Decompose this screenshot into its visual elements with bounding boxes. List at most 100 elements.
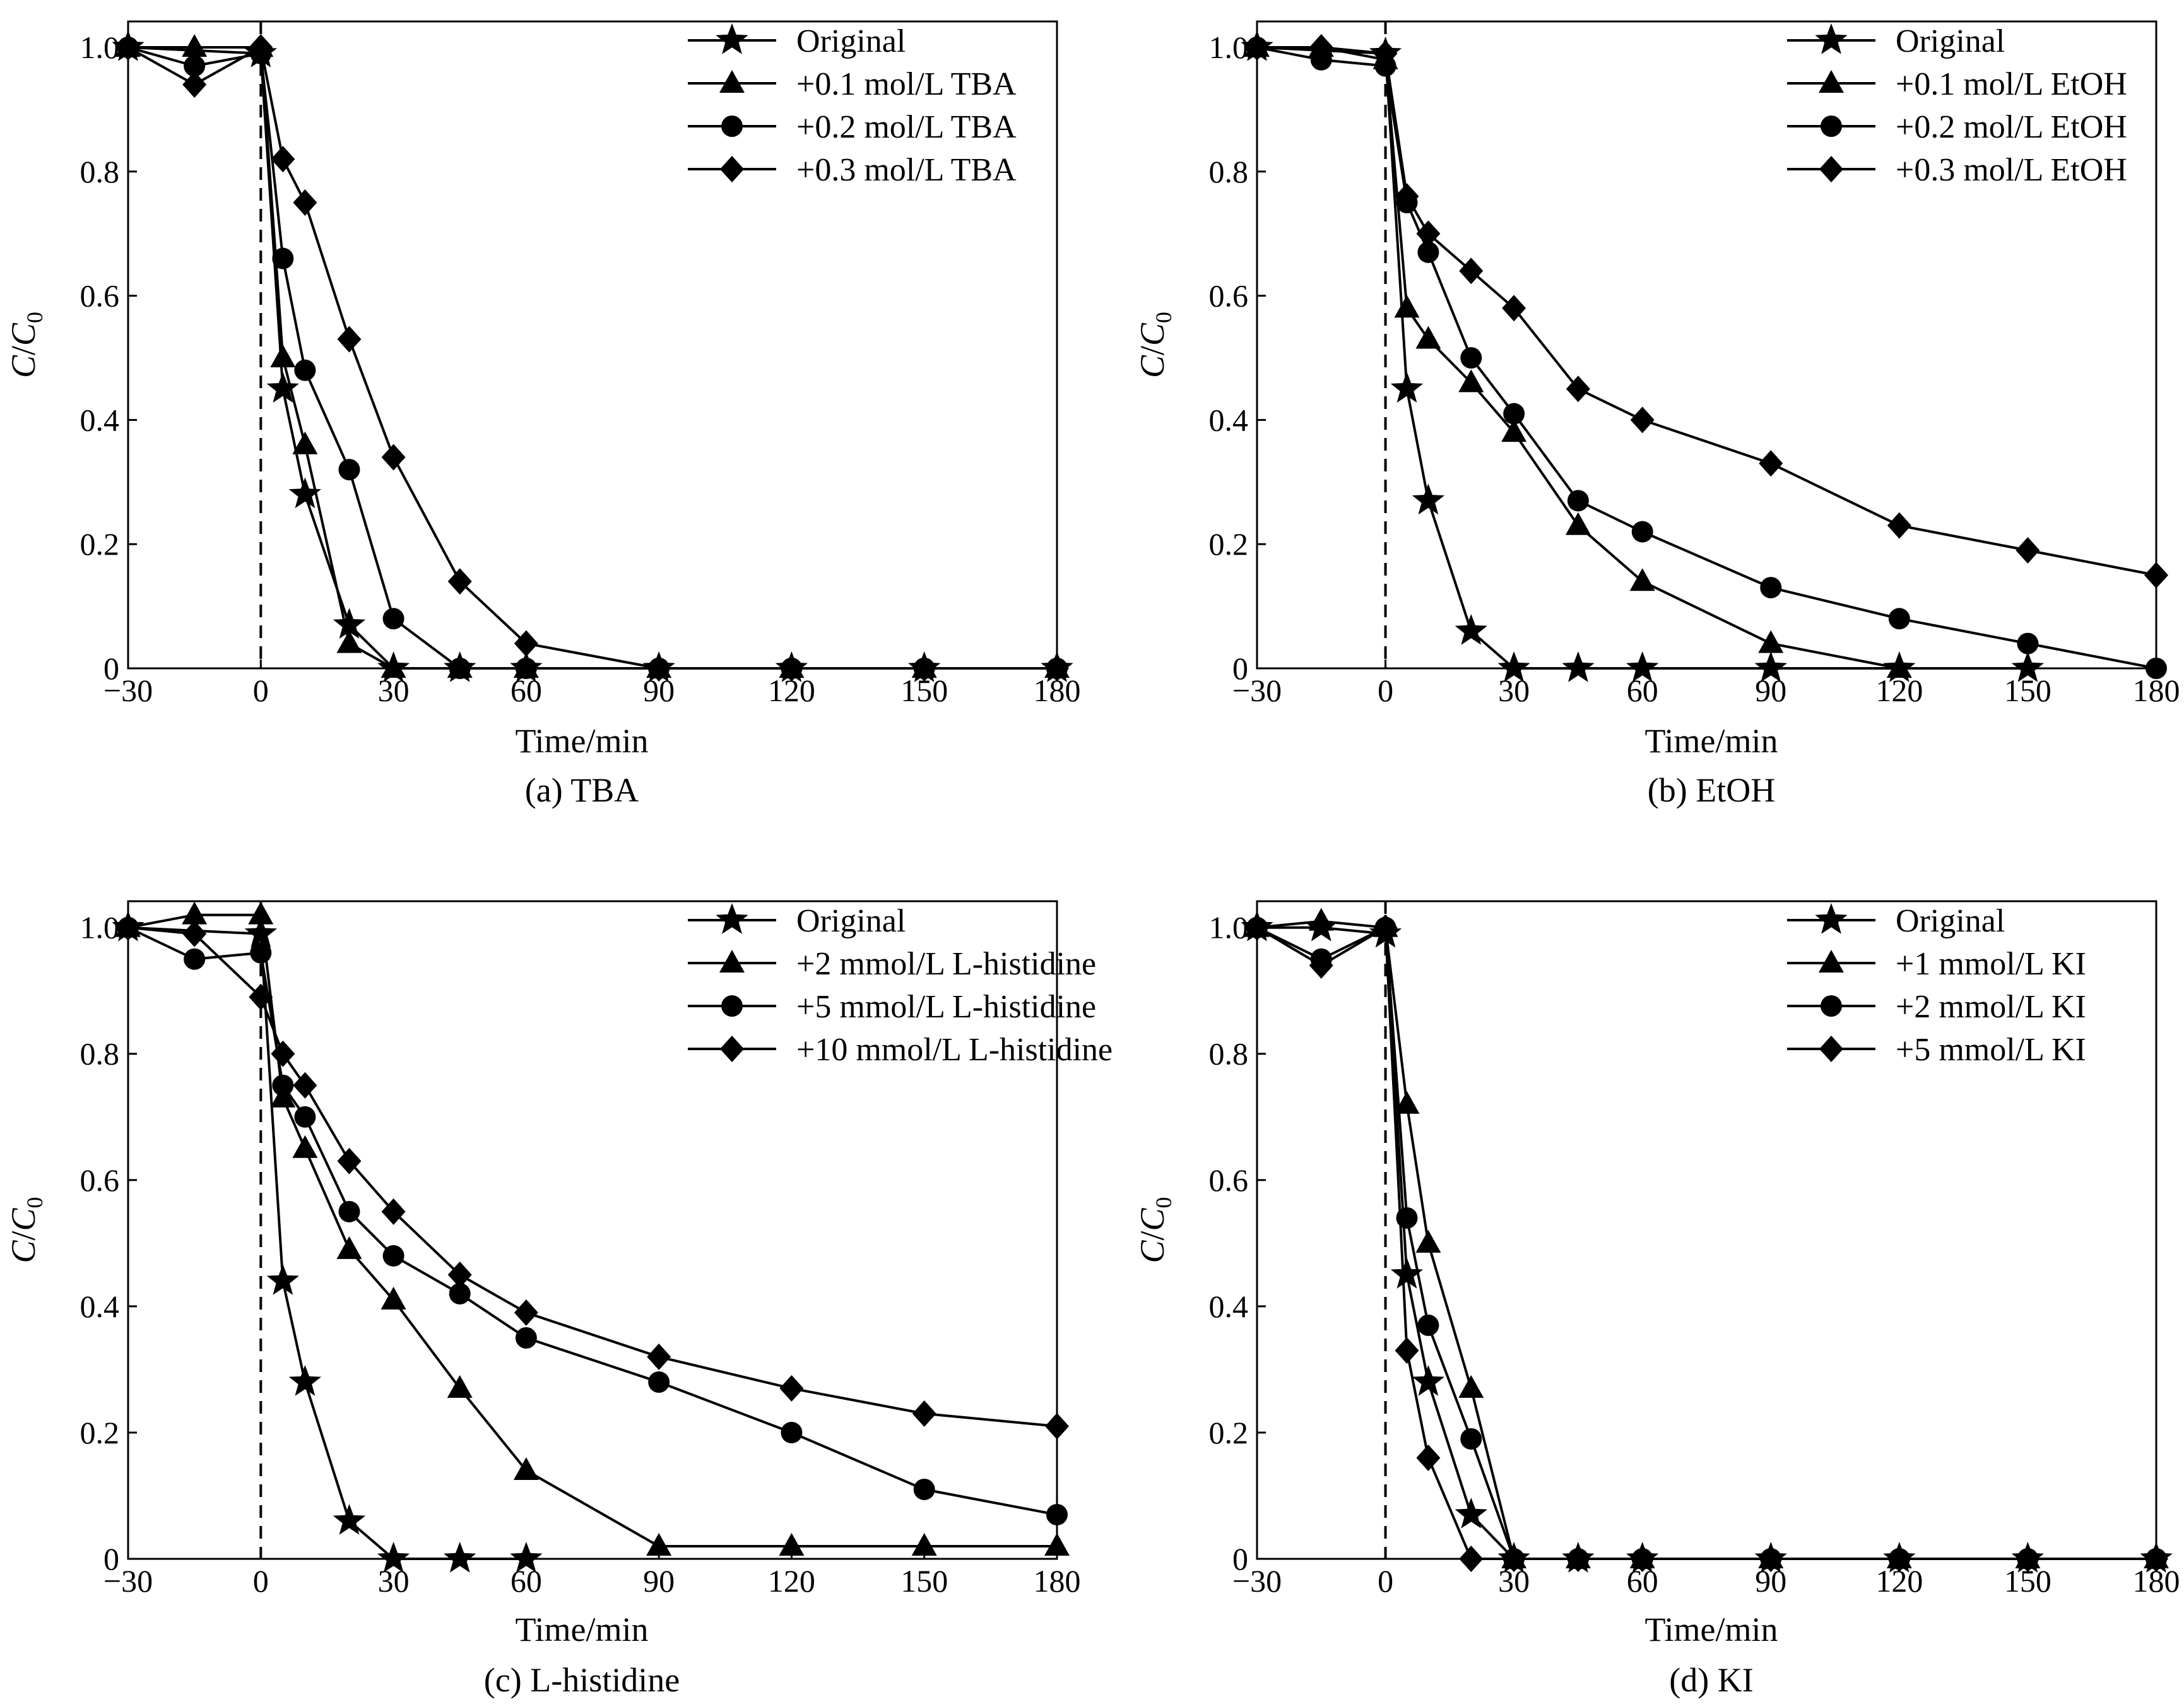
x-tick-label: 120: [1875, 673, 1923, 708]
data-point-circle: [1417, 241, 1439, 263]
legend-marker-circle: [721, 995, 743, 1017]
data-point-diamond: [337, 1147, 362, 1174]
data-point-triangle: [1458, 369, 1484, 393]
data-point-triangle: [381, 1286, 406, 1310]
data-point-diamond: [1630, 406, 1655, 434]
panel-c-plot: −30 0 30 60 90 120 150 18000.20.40.60.81.0C/C0O…: [4, 900, 1113, 1599]
x-tick-label: 30: [1498, 673, 1530, 708]
data-point-diamond: [1416, 1444, 1441, 1471]
data-point-circle: [272, 1074, 294, 1096]
x-tick-label: 0: [1378, 673, 1393, 708]
legend-marker-diamond: [1819, 156, 1843, 182]
data-point-circle: [1567, 490, 1589, 512]
data-point-triangle: [1458, 1375, 1484, 1398]
data-point-circle: [1460, 347, 1482, 369]
legend-label: +2 mmol/L KI: [1896, 989, 2086, 1025]
data-point-circle: [294, 1106, 316, 1128]
y-axis-label: C/C0: [1133, 312, 1176, 378]
data-point-diamond: [1459, 257, 1484, 285]
panel-b-plot: −30 0 30 60 90 120 150 18000.20.40.60.81.0C/C0O…: [1133, 20, 2180, 708]
x-tick-label: 120: [768, 1563, 815, 1599]
panel-c: (c) L-histidine Time/min: [484, 1611, 680, 1699]
data-point-circle: [382, 608, 404, 630]
data-point-triangle: [1758, 630, 1784, 653]
data-point-star: [2011, 651, 2045, 682]
data-point-diamond: [1309, 34, 1333, 61]
x-tick-label: 0: [253, 1563, 269, 1599]
data-point-triangle: [182, 901, 208, 925]
legend-marker-star: [716, 23, 748, 54]
panel-b-xlabel: Time/min: [1644, 722, 1778, 760]
legend-label: +0.1 mol/L EtOH: [1896, 66, 2127, 102]
legend-marker-star: [1815, 903, 1848, 934]
data-point-circle: [1046, 1503, 1068, 1525]
y-tick-label: 0: [1232, 1541, 1248, 1577]
data-point-star: [377, 1542, 410, 1573]
data-point-circle: [781, 1421, 803, 1443]
data-point-star: [1390, 1257, 1424, 1289]
data-point-circle: [2017, 632, 2039, 654]
data-point-circle: [1760, 577, 1782, 599]
legend-marker-triangle: [719, 70, 745, 93]
data-point-diamond: [1245, 914, 1269, 941]
data-point-diamond: [1759, 450, 1783, 477]
data-point-star: [288, 477, 322, 509]
panel-a-title: (a) TBA: [525, 771, 639, 809]
data-point-diamond: [337, 326, 362, 353]
x-tick-label: −30: [1232, 673, 1282, 708]
data-point-circle: [1888, 608, 1910, 630]
data-point-diamond: [1395, 1337, 1419, 1364]
data-point-diamond: [249, 34, 273, 61]
legend-marker-diamond: [1819, 1036, 1843, 1062]
data-point-star: [510, 1542, 543, 1573]
data-point-diamond: [1759, 1546, 1783, 1572]
panel-d-title: (d) KI: [1669, 1661, 1753, 1699]
data-point-triangle: [1565, 512, 1591, 535]
data-point-triangle: [292, 431, 318, 454]
data-point-triangle: [381, 655, 406, 678]
data-point-circle: [1631, 521, 1653, 543]
legend-label: +0.2 mol/L TBA: [796, 109, 1017, 145]
panel-a-plot: −30 0 30 60 90 120 150 18000.20.40.60.81.0C/C0O…: [4, 20, 1081, 708]
y-tick-label: 0.2: [80, 1415, 120, 1450]
legend-label: Original: [1896, 23, 2005, 59]
data-point-diamond: [116, 34, 140, 61]
data-point-diamond: [1887, 512, 1911, 539]
x-tick-label: 90: [643, 1563, 675, 1599]
legend-marker-circle: [1821, 995, 1842, 1017]
panel-a: (a) TBA Time/min: [515, 722, 648, 809]
legend-label: Original: [796, 903, 906, 939]
data-point-triangle: [336, 1236, 362, 1259]
data-point-star: [1412, 483, 1445, 515]
legend-label: +5 mmol/L L-histidine: [796, 989, 1096, 1025]
legend-label: +10 mmol/L L-histidine: [796, 1032, 1113, 1068]
legend-label: +0.1 mol/L TBA: [796, 66, 1017, 102]
y-tick-label: 0.2: [1209, 1415, 1249, 1450]
legend-marker-circle: [1821, 115, 1842, 137]
data-point-star: [1455, 1498, 1487, 1529]
data-point-star: [444, 1542, 476, 1573]
panel-d: (d) KI Time/min: [1644, 1611, 1778, 1699]
y-axis-label: C/C0: [4, 312, 47, 378]
data-point-triangle: [1394, 295, 1420, 318]
y-axis-label: C/C0: [4, 1197, 47, 1263]
data-point-circle: [294, 359, 316, 381]
data-point-circle: [382, 1245, 404, 1267]
data-point-star: [266, 372, 299, 403]
data-point-triangle: [1044, 1532, 1070, 1556]
y-tick-label: 0.4: [80, 402, 120, 437]
data-point-diamond: [271, 146, 295, 173]
y-tick-label: 0.6: [80, 1163, 120, 1198]
data-point-diamond: [1566, 376, 1590, 403]
data-point-diamond: [1566, 1546, 1590, 1572]
data-point-triangle: [1886, 655, 1912, 678]
data-point-triangle: [1415, 1229, 1441, 1253]
data-point-diamond: [2144, 1546, 2168, 1572]
data-point-diamond: [2144, 562, 2168, 589]
data-point-circle: [184, 55, 206, 77]
x-tick-label: 60: [1627, 673, 1658, 708]
legend-label: +2 mmol/L L-histidine: [796, 946, 1096, 982]
data-point-star: [244, 916, 277, 948]
data-point-star: [1497, 651, 1530, 682]
